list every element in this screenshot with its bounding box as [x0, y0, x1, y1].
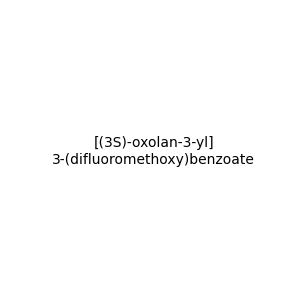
- Text: [(3S)-oxolan-3-yl] 3-(difluoromethoxy)benzoate: [(3S)-oxolan-3-yl] 3-(difluoromethoxy)be…: [52, 136, 255, 166]
